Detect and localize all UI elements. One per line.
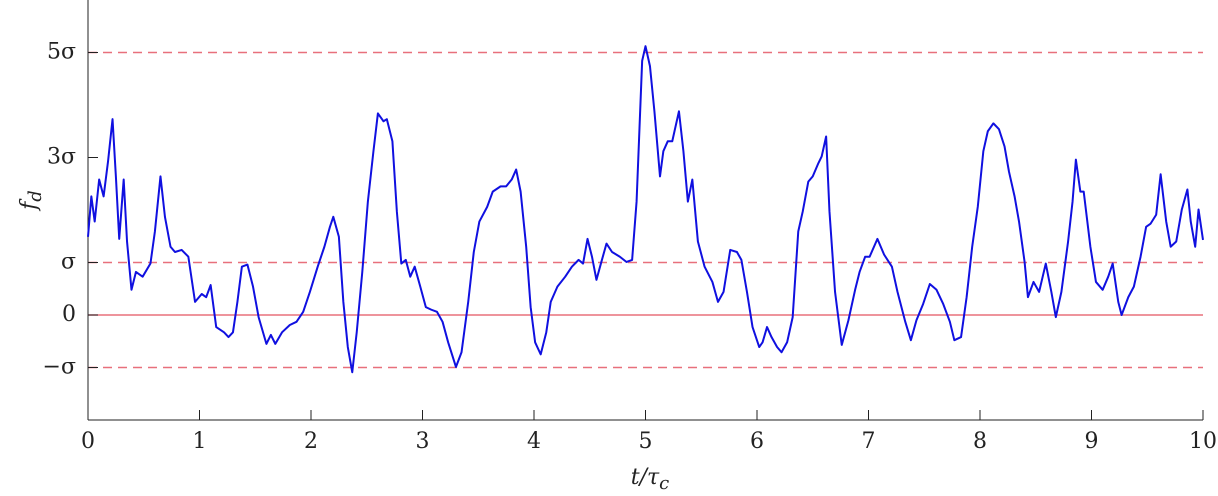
x-tick-label: 6 [750,429,764,454]
x-tick-label: 7 [862,429,876,454]
y-tick-label: 0 [62,302,76,327]
x-axis-label: t/τc [631,465,670,494]
x-tick-label: 3 [416,429,430,454]
y-axis-label: fd [17,190,46,212]
x-tick-label: 4 [527,429,541,454]
x-tick-label: 9 [1085,429,1099,454]
x-tick-label: 5 [639,429,653,454]
data-line [87,45,1204,374]
x-tick-label: 2 [304,429,318,454]
x-tick-label: 0 [81,429,95,454]
x-tick-label: 8 [973,429,987,454]
x-tick-label: 1 [193,429,207,454]
y-label-sub: d [25,190,46,202]
y-tick-label: 3σ [47,145,76,170]
x-label-sub: c [659,473,669,494]
x-label-main: t/τ [631,465,660,490]
y-tick-label: 5σ [47,40,76,65]
y-tick-label: −σ [43,355,76,380]
x-tick-label: 10 [1189,429,1217,454]
y-tick-label: σ [61,250,76,275]
